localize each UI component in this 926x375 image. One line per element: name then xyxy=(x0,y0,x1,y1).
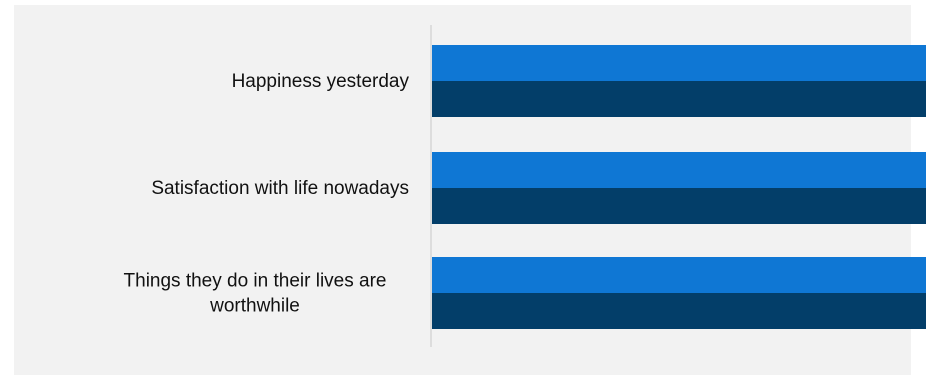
bar xyxy=(432,188,926,224)
bar xyxy=(432,257,926,293)
bar xyxy=(432,81,926,117)
category-label: Satisfaction with life nowadays xyxy=(151,178,409,199)
bar xyxy=(432,293,926,329)
category-label: Things they do in their lives are xyxy=(124,271,387,292)
category-label: Happiness yesterday xyxy=(232,71,410,92)
category-label: worthwhile xyxy=(209,296,300,317)
bar xyxy=(432,152,926,188)
bar xyxy=(432,45,926,81)
